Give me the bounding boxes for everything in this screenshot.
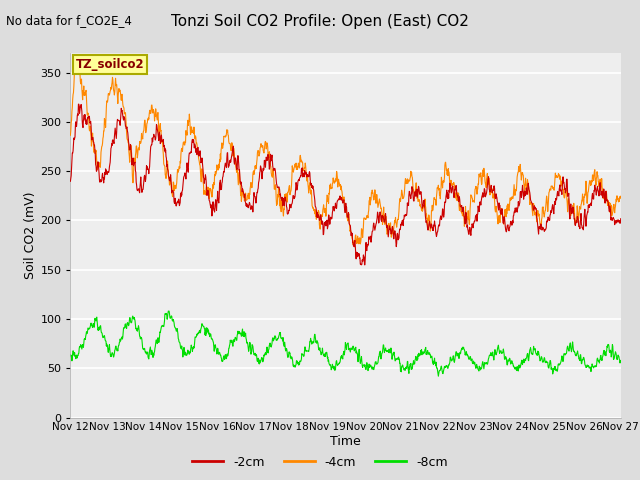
Text: TZ_soilco2: TZ_soilco2	[76, 58, 145, 71]
Text: Tonzi Soil CO2 Profile: Open (East) CO2: Tonzi Soil CO2 Profile: Open (East) CO2	[171, 14, 469, 29]
Legend: -2cm, -4cm, -8cm: -2cm, -4cm, -8cm	[187, 451, 453, 474]
Y-axis label: Soil CO2 (mV): Soil CO2 (mV)	[24, 192, 38, 279]
X-axis label: Time: Time	[330, 435, 361, 448]
Text: No data for f_CO2E_4: No data for f_CO2E_4	[6, 14, 132, 27]
